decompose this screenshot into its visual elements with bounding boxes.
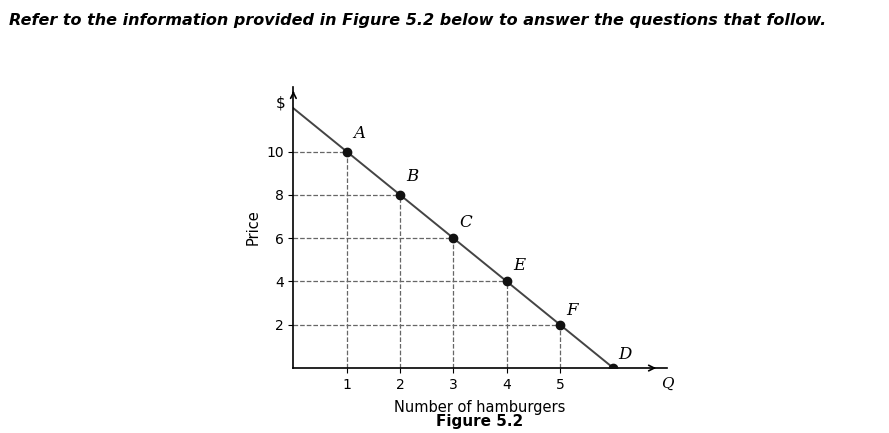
Text: F: F (566, 302, 578, 319)
Text: Figure 5.2: Figure 5.2 (436, 414, 524, 429)
Text: Refer to the information provided in Figure 5.2 below to answer the questions th: Refer to the information provided in Fig… (9, 13, 826, 28)
Text: D: D (619, 346, 632, 362)
Text: E: E (513, 257, 525, 274)
Text: B: B (406, 168, 419, 185)
Text: C: C (460, 213, 473, 230)
Text: A: A (353, 125, 365, 142)
Y-axis label: Price: Price (245, 210, 260, 245)
Text: Q: Q (661, 377, 674, 391)
Text: $: $ (276, 95, 285, 110)
X-axis label: Number of hamburgers: Number of hamburgers (395, 400, 565, 415)
